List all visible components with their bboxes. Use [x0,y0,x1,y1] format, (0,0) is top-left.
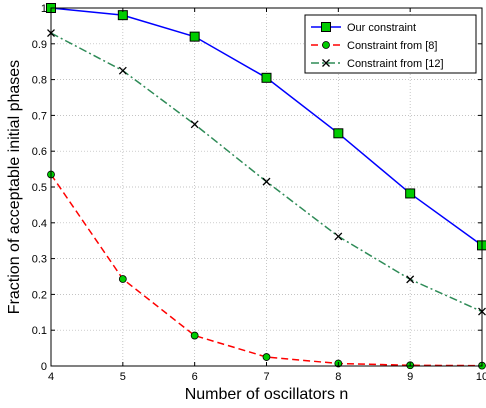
data-point-series-3 [406,275,415,284]
x-tick-label: 5 [120,371,126,383]
x-tick-label: 7 [263,371,269,383]
x-marker-stroke [334,232,343,241]
legend-label-3: Constraint from [12] [347,58,444,70]
y-tick-label: 0.2 [32,289,47,301]
y-tick-label: 0.6 [32,146,47,158]
x-marker-stroke [118,66,127,75]
data-point-series-3 [118,66,127,75]
x-tick-label: 10 [476,371,486,383]
data-point-series-2 [118,275,127,283]
x-axis-title: Number of oscillators n [185,386,349,403]
legend: Our constraint Constraint from [8] Constra… [304,14,477,74]
y-tick-label: 0.5 [32,182,47,194]
x-marker-stroke [406,275,415,284]
data-point-series-1 [189,31,200,42]
data-point-series-1 [405,188,416,199]
data-point-series-3 [334,232,343,241]
x-tick-label: 8 [335,371,341,383]
data-point-series-1 [333,128,344,139]
y-tick-label: 0.4 [32,218,47,230]
y-tick-label: 0.3 [32,254,47,266]
legend-marker-2 [322,41,330,49]
y-tick-label: 0.9 [32,39,47,51]
series-layer [46,3,486,370]
data-point-series-1 [261,72,272,83]
legend-label-2: Constraint from [8] [347,40,437,52]
data-point-series-2 [262,353,271,361]
x-marker-stroke [322,59,330,67]
data-point-series-3 [190,120,199,129]
x-marker-stroke [262,177,271,186]
data-point-series-3 [262,177,271,186]
data-point-series-1 [117,10,128,21]
x-tick-label: 4 [48,371,54,383]
x-tick-label: 9 [407,371,413,383]
y-tick-label: 1 [41,3,47,15]
y-tick-label: 0 [41,361,47,373]
data-point-series-2 [190,331,199,340]
x-tick-label: 6 [192,371,198,383]
x-marker-stroke [190,120,199,129]
y-axis-title: Fraction of acceptable initial phases [6,60,23,314]
legend-marker-1 [321,22,331,32]
axis-ticks: 4 5 6 7 8 9 10 0 0.1 0.2 0.3 0.4 0.5 0.6 0.7 0.8 0.9 1 [32,3,486,383]
y-tick-label: 0.7 [32,110,47,122]
legend-label-1: Our constraint [347,22,416,34]
y-tick-label: 0.1 [32,325,47,337]
y-tick-label: 0.8 [32,75,47,87]
legend-marker-3 [322,59,330,67]
